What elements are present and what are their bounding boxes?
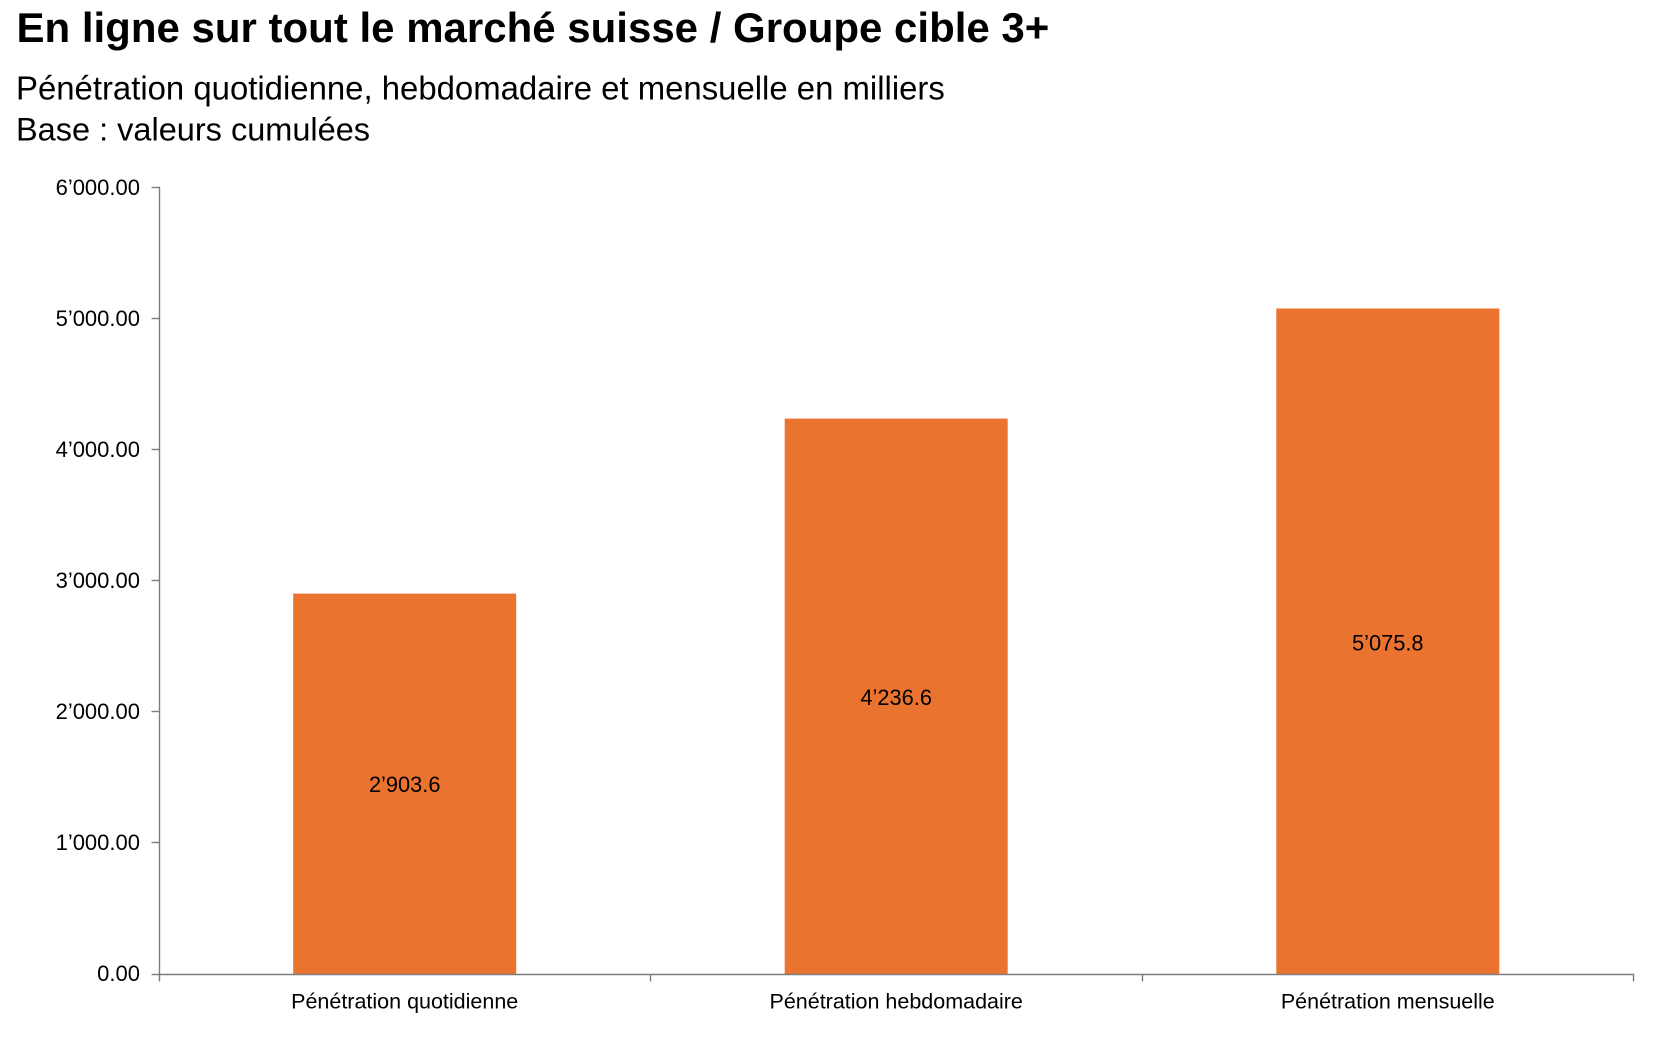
svg-text:5’075.8: 5’075.8: [1352, 630, 1424, 655]
svg-text:Pénétration mensuelle: Pénétration mensuelle: [1281, 990, 1495, 1014]
svg-text:1’000.00: 1’000.00: [56, 830, 140, 855]
svg-text:Pénétration quotidienne, hebdo: Pénétration quotidienne, hebdomadaire et…: [16, 70, 945, 107]
svg-text:4’236.6: 4’236.6: [860, 685, 932, 710]
svg-text:2’000.00: 2’000.00: [56, 699, 140, 724]
svg-text:3’000.00: 3’000.00: [56, 568, 140, 593]
svg-text:Base : valeurs cumulées: Base : valeurs cumulées: [16, 112, 370, 148]
svg-text:Pénétration quotidienne: Pénétration quotidienne: [291, 990, 518, 1014]
svg-text:5’000.00: 5’000.00: [56, 306, 140, 331]
svg-text:0.00: 0.00: [97, 961, 140, 986]
svg-text:6’000.00: 6’000.00: [56, 175, 140, 200]
svg-text:2’903.6: 2’903.6: [369, 772, 441, 797]
svg-text:4’000.00: 4’000.00: [56, 437, 140, 462]
svg-text:En ligne sur tout le marché su: En ligne sur tout le marché suisse / Gro…: [17, 4, 1050, 51]
svg-text:Pénétration hebdomadaire: Pénétration hebdomadaire: [769, 990, 1022, 1014]
